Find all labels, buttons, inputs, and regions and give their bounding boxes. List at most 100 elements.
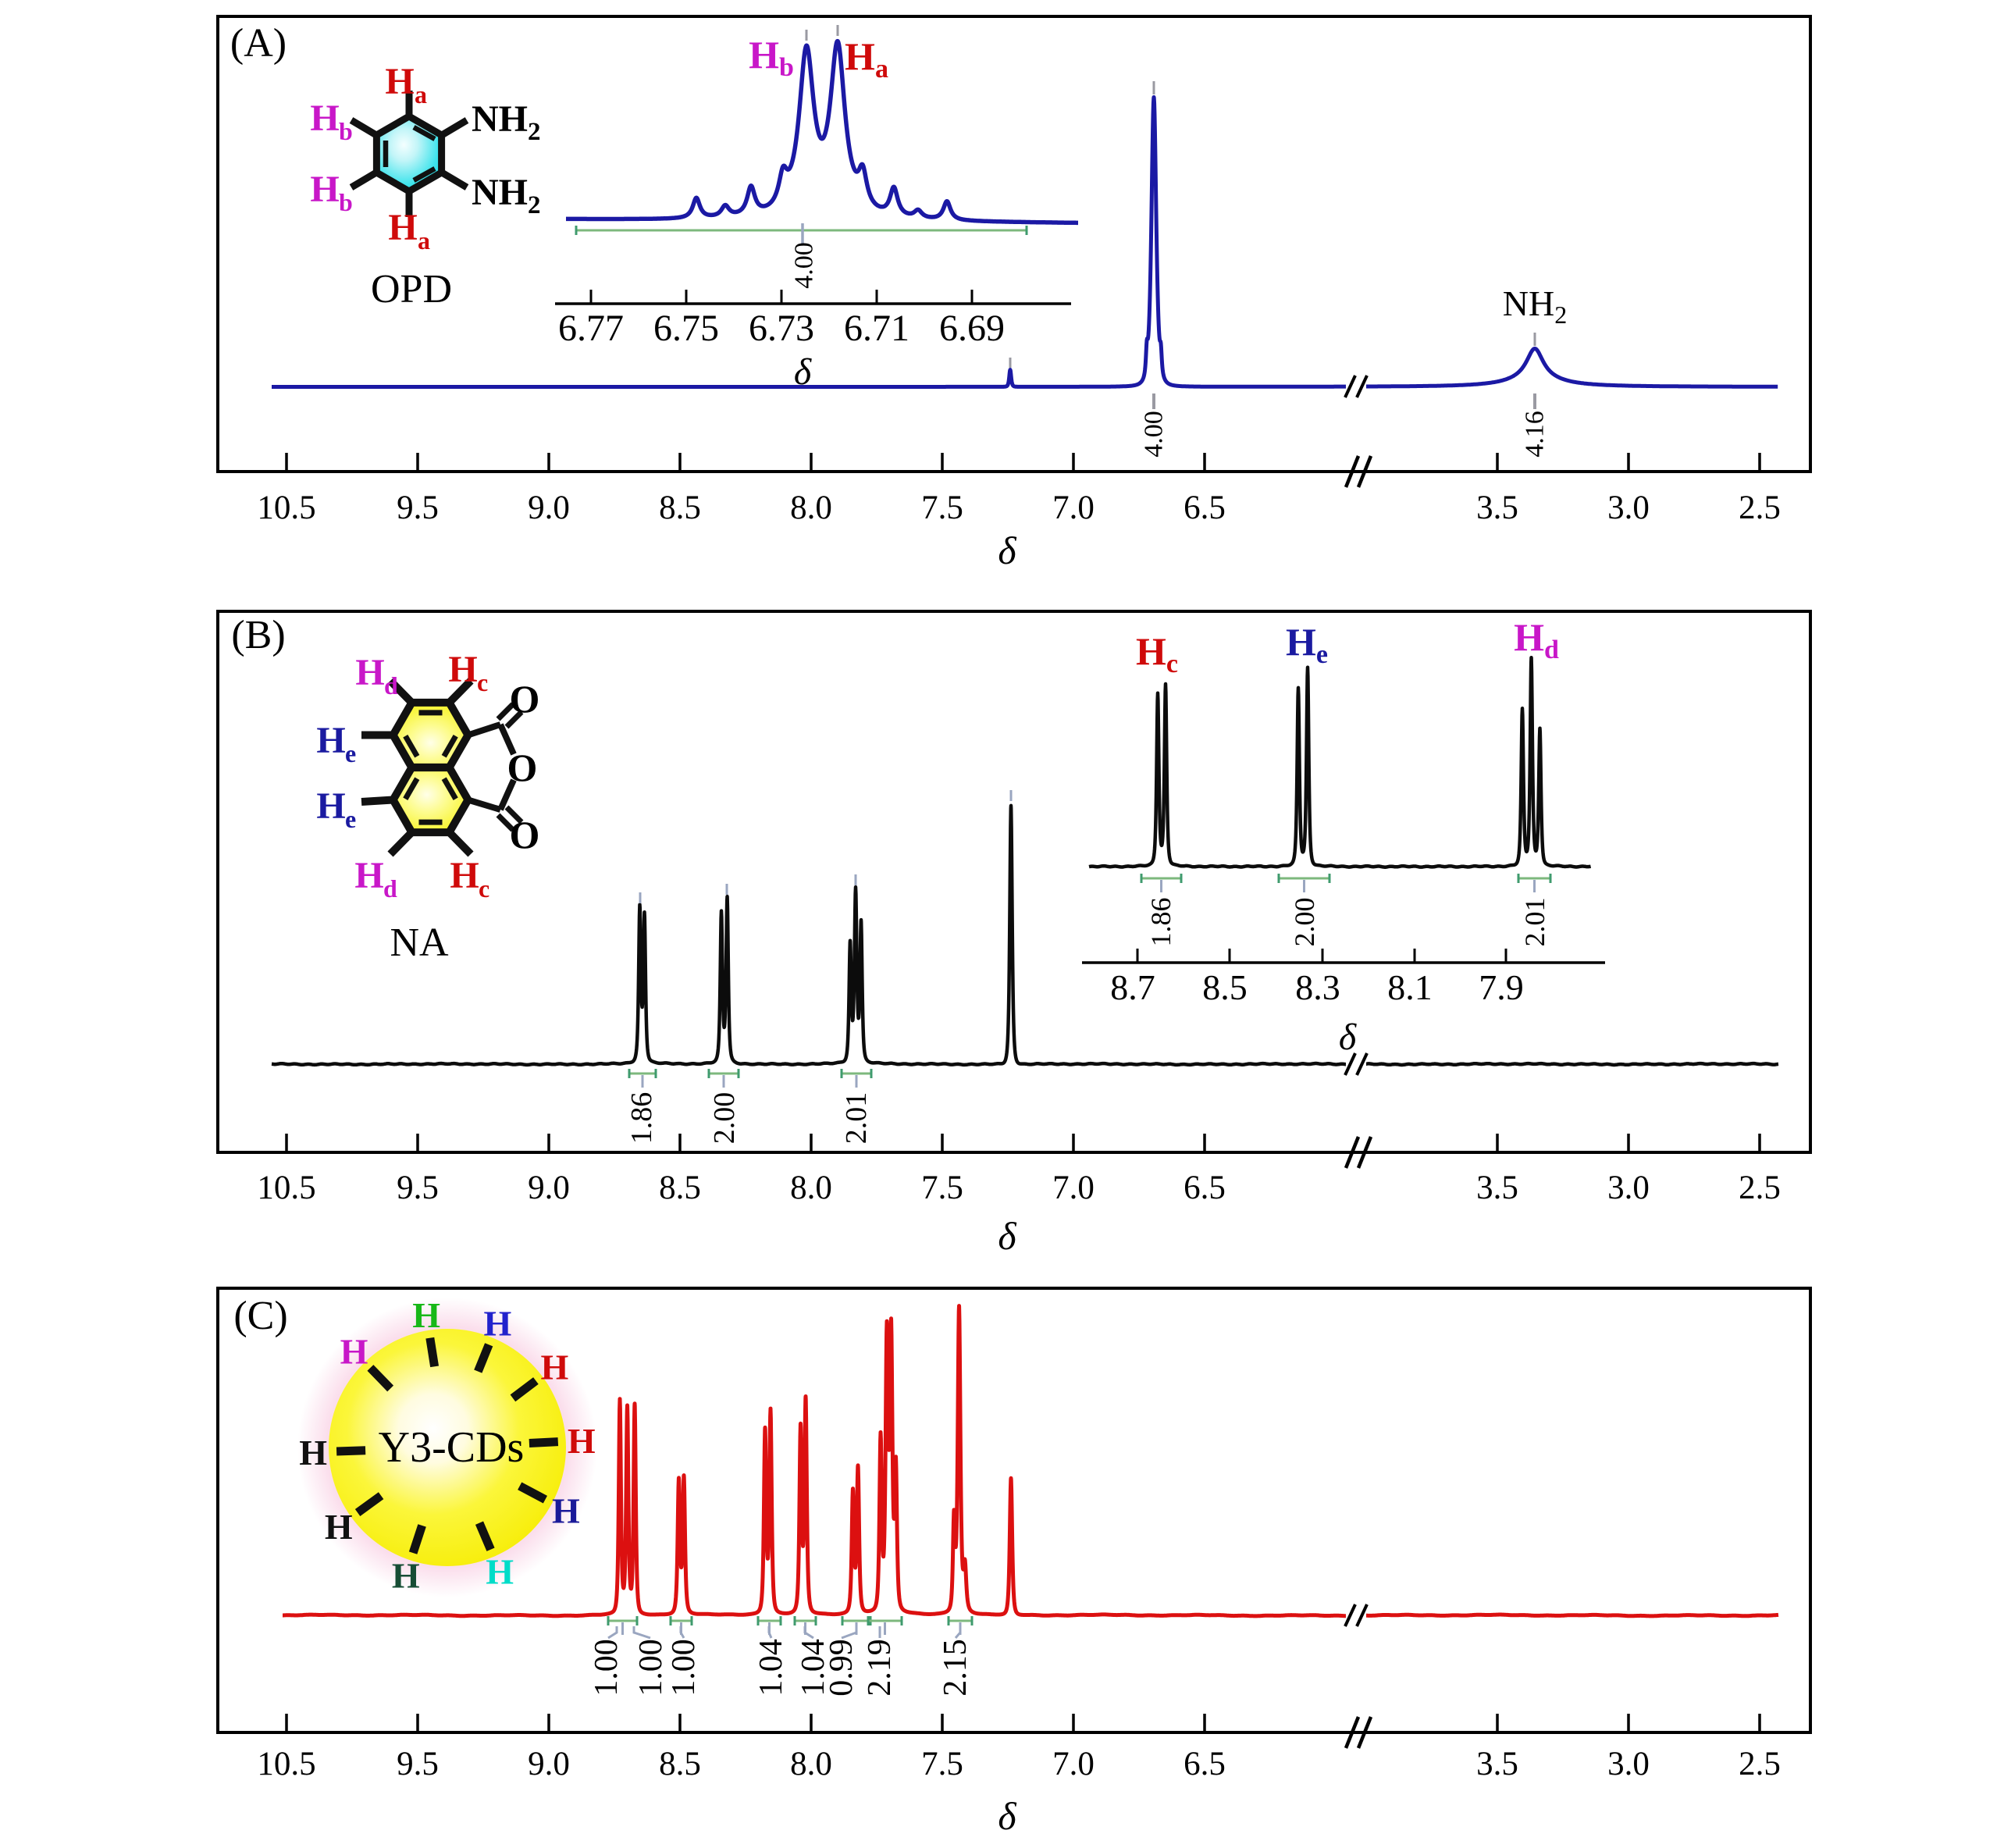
svg-text:4.00: 4.00 xyxy=(1140,411,1169,458)
svg-text:H: H xyxy=(486,1551,514,1591)
svg-text:3.5: 3.5 xyxy=(1476,1170,1518,1206)
svg-text:H: H xyxy=(568,1421,596,1461)
svg-text:7.5: 7.5 xyxy=(921,490,963,526)
svg-text:2.01: 2.01 xyxy=(1519,898,1550,947)
svg-text:9.0: 9.0 xyxy=(528,490,570,526)
svg-text:9.0: 9.0 xyxy=(528,1170,570,1206)
svg-text:6.71: 6.71 xyxy=(844,308,909,349)
svg-text:c: c xyxy=(479,874,489,903)
svg-text:8.0: 8.0 xyxy=(790,490,832,526)
svg-text:6.77: 6.77 xyxy=(558,308,624,349)
svg-text:Ha: Ha xyxy=(845,34,888,84)
svg-text:7.0: 7.0 xyxy=(1052,1170,1095,1206)
svg-text:3.5: 3.5 xyxy=(1476,1746,1518,1782)
svg-text:e: e xyxy=(345,739,356,767)
svg-text:H: H xyxy=(385,61,414,102)
svg-text:H: H xyxy=(412,1295,440,1335)
svg-text:7.0: 7.0 xyxy=(1052,1746,1095,1782)
svg-text:2.5: 2.5 xyxy=(1739,1170,1781,1206)
svg-text:Y3-CDs: Y3-CDs xyxy=(379,1423,525,1472)
svg-text:10.5: 10.5 xyxy=(257,1746,315,1782)
svg-text:a: a xyxy=(415,80,427,109)
svg-text:1.04: 1.04 xyxy=(753,1639,789,1697)
svg-text:H: H xyxy=(484,1304,512,1344)
svg-text:2.19: 2.19 xyxy=(862,1639,898,1697)
svg-text:H: H xyxy=(541,1348,569,1387)
svg-text:9.0: 9.0 xyxy=(528,1746,570,1782)
svg-text:H: H xyxy=(388,207,417,248)
svg-text:b: b xyxy=(339,117,353,145)
svg-text:7.9: 7.9 xyxy=(1479,967,1524,1007)
svg-text:8.5: 8.5 xyxy=(659,1170,701,1206)
svg-text:4.00: 4.00 xyxy=(790,242,819,289)
svg-text:2.5: 2.5 xyxy=(1739,1746,1781,1782)
svg-text:6.5: 6.5 xyxy=(1184,1746,1226,1782)
svg-text:H: H xyxy=(316,720,345,761)
svg-text:H: H xyxy=(448,649,477,690)
svg-text:d: d xyxy=(383,874,397,903)
svg-text:8.5: 8.5 xyxy=(1202,967,1248,1007)
svg-text:8.7: 8.7 xyxy=(1110,967,1155,1007)
svg-text:2.5: 2.5 xyxy=(1739,490,1781,526)
svg-text:8.0: 8.0 xyxy=(790,1746,832,1782)
svg-text:9.5: 9.5 xyxy=(397,490,439,526)
svg-text:4.16: 4.16 xyxy=(1521,411,1550,458)
svg-text:1.00: 1.00 xyxy=(589,1639,625,1697)
svg-text:8.0: 8.0 xyxy=(790,1170,832,1206)
svg-text:3.0: 3.0 xyxy=(1607,1746,1650,1782)
svg-text:7.5: 7.5 xyxy=(921,1170,963,1206)
svg-text:NA: NA xyxy=(390,920,449,965)
svg-text:d: d xyxy=(384,671,398,700)
svg-text:1.86: 1.86 xyxy=(625,1092,658,1145)
svg-text:3.5: 3.5 xyxy=(1476,490,1518,526)
svg-text:3.0: 3.0 xyxy=(1607,1170,1650,1206)
svg-text:2.15: 2.15 xyxy=(938,1639,974,1697)
svg-text:1.00: 1.00 xyxy=(633,1639,669,1697)
svg-text:1.00: 1.00 xyxy=(666,1639,702,1697)
svg-text:6.69: 6.69 xyxy=(939,308,1005,349)
svg-text:NH2: NH2 xyxy=(472,172,541,219)
svg-text:δ: δ xyxy=(998,1214,1016,1258)
svg-text:2.00: 2.00 xyxy=(1289,898,1320,947)
svg-text:H: H xyxy=(325,1507,353,1547)
svg-text:9.5: 9.5 xyxy=(397,1170,439,1206)
svg-text:a: a xyxy=(418,226,430,255)
svg-text:H: H xyxy=(355,652,384,693)
svg-text:H: H xyxy=(392,1556,420,1596)
svg-text:9.5: 9.5 xyxy=(397,1746,439,1782)
svg-text:O: O xyxy=(510,677,540,721)
svg-text:O: O xyxy=(507,746,538,789)
svg-text:δ: δ xyxy=(998,1794,1016,1838)
svg-text:10.5: 10.5 xyxy=(257,490,315,526)
svg-text:H: H xyxy=(316,785,345,827)
svg-text:6.5: 6.5 xyxy=(1184,490,1226,526)
svg-text:H: H xyxy=(354,855,383,896)
svg-text:1.04: 1.04 xyxy=(796,1639,831,1697)
svg-text:OPD: OPD xyxy=(371,267,452,312)
svg-text:O: O xyxy=(510,813,540,856)
svg-text:3.0: 3.0 xyxy=(1607,490,1650,526)
svg-text:2.00: 2.00 xyxy=(708,1092,741,1145)
svg-text:7.0: 7.0 xyxy=(1052,490,1095,526)
svg-text:(A): (A) xyxy=(230,21,287,66)
svg-text:H: H xyxy=(552,1491,580,1531)
svg-text:8.5: 8.5 xyxy=(659,1746,701,1782)
svg-text:7.5: 7.5 xyxy=(921,1746,963,1782)
svg-text:c: c xyxy=(477,668,488,696)
svg-text:(B): (B) xyxy=(231,613,285,657)
svg-text:e: e xyxy=(345,805,356,833)
svg-text:δ: δ xyxy=(1339,1017,1357,1058)
svg-text:b: b xyxy=(339,188,353,216)
svg-text:H: H xyxy=(310,98,339,139)
svg-text:8.1: 8.1 xyxy=(1387,967,1433,1007)
svg-text:H: H xyxy=(450,855,479,896)
svg-text:10.5: 10.5 xyxy=(257,1170,315,1206)
svg-text:δ: δ xyxy=(794,351,812,393)
svg-text:6.5: 6.5 xyxy=(1184,1170,1226,1206)
svg-text:1.86: 1.86 xyxy=(1145,898,1176,947)
svg-text:8.5: 8.5 xyxy=(659,490,701,526)
svg-text:(C): (C) xyxy=(233,1294,287,1338)
svg-text:H: H xyxy=(299,1433,327,1472)
svg-text:8.3: 8.3 xyxy=(1295,967,1340,1007)
svg-text:H: H xyxy=(310,169,339,210)
